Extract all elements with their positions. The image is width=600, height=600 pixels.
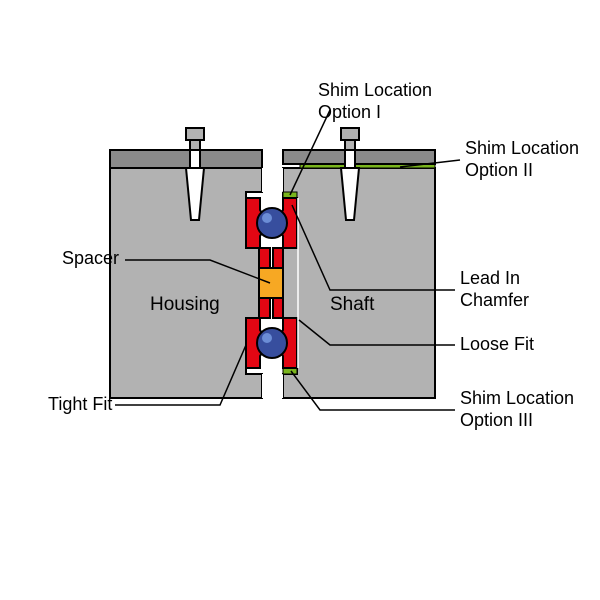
label-shim-opt3: Shim Location Option III xyxy=(460,388,574,431)
shaft-label: Shaft xyxy=(330,294,375,315)
bearing-bottom xyxy=(246,318,297,368)
bearing-top xyxy=(246,198,297,248)
label-shim-opt2: Shim Location Option II xyxy=(465,138,579,181)
shaft-block xyxy=(283,128,435,398)
label-tight-fit: Tight Fit xyxy=(48,394,112,416)
label-lead-in: Lead In Chamfer xyxy=(460,268,529,311)
label-shim-opt1: Shim Location Option I xyxy=(318,80,432,123)
label-spacer: Spacer xyxy=(62,248,119,270)
label-loose-fit: Loose Fit xyxy=(460,334,534,356)
housing-block xyxy=(110,128,262,398)
housing-label: Housing xyxy=(150,294,220,315)
